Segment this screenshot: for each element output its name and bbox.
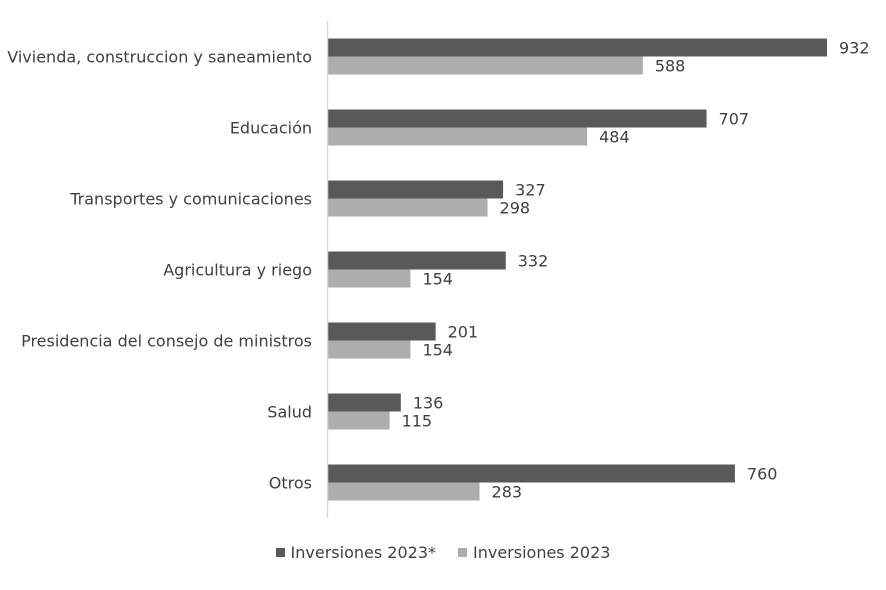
- category-label: Agricultura y riego: [163, 261, 312, 280]
- legend-label-series-2: Inversiones 2023: [473, 543, 611, 562]
- bar-series-2: [328, 56, 643, 75]
- bar-series-2: [328, 411, 390, 430]
- category-label: Vivienda, construccion y saneamiento: [7, 48, 312, 67]
- category-label: Educación: [230, 119, 312, 138]
- bar-series-2: [328, 482, 480, 501]
- data-label-series-1: 760: [747, 465, 778, 484]
- data-label-series-1: 332: [518, 252, 549, 271]
- category-label: Salud: [267, 403, 312, 422]
- bar-series-1: [328, 180, 504, 199]
- category-label: Otros: [269, 474, 312, 493]
- legend-item-series-2: Inversiones 2023: [458, 543, 610, 562]
- bar-series-1: [328, 464, 735, 483]
- bar-series-1: [328, 393, 401, 412]
- bar-series-2: [328, 198, 488, 217]
- legend: Inversiones 2023* Inversiones 2023: [0, 543, 886, 562]
- data-label-series-1: 707: [719, 110, 750, 129]
- legend-swatch-series-2: [458, 548, 467, 557]
- category-label: Transportes y comunicaciones: [69, 190, 312, 209]
- data-label-series-2: 588: [655, 57, 686, 76]
- data-label-series-2: 283: [492, 483, 523, 502]
- data-label-series-2: 115: [402, 412, 433, 431]
- bar-series-1: [328, 322, 436, 341]
- bar-series-2: [328, 127, 588, 146]
- bar-series-2: [328, 340, 411, 359]
- legend-swatch-series-1: [275, 548, 285, 557]
- data-label-series-2: 298: [500, 199, 531, 218]
- legend-label-series-1: Inversiones 2023*: [290, 543, 436, 562]
- data-label-series-1: 136: [413, 394, 444, 413]
- bar-series-1: [328, 109, 707, 128]
- bar-series-1: [328, 251, 506, 270]
- data-label-series-1: 932: [839, 39, 870, 58]
- category-label: Presidencia del consejo de ministros: [21, 332, 312, 351]
- bar-series-2: [328, 269, 411, 288]
- data-label-series-2: 154: [422, 341, 453, 360]
- data-label-series-1: 327: [515, 181, 546, 200]
- bar-series-1: [328, 38, 827, 57]
- data-label-series-2: 154: [422, 270, 453, 289]
- data-label-series-2: 484: [599, 128, 630, 147]
- data-label-series-1: 201: [448, 323, 479, 342]
- legend-item-series-1: Inversiones 2023*: [275, 543, 436, 562]
